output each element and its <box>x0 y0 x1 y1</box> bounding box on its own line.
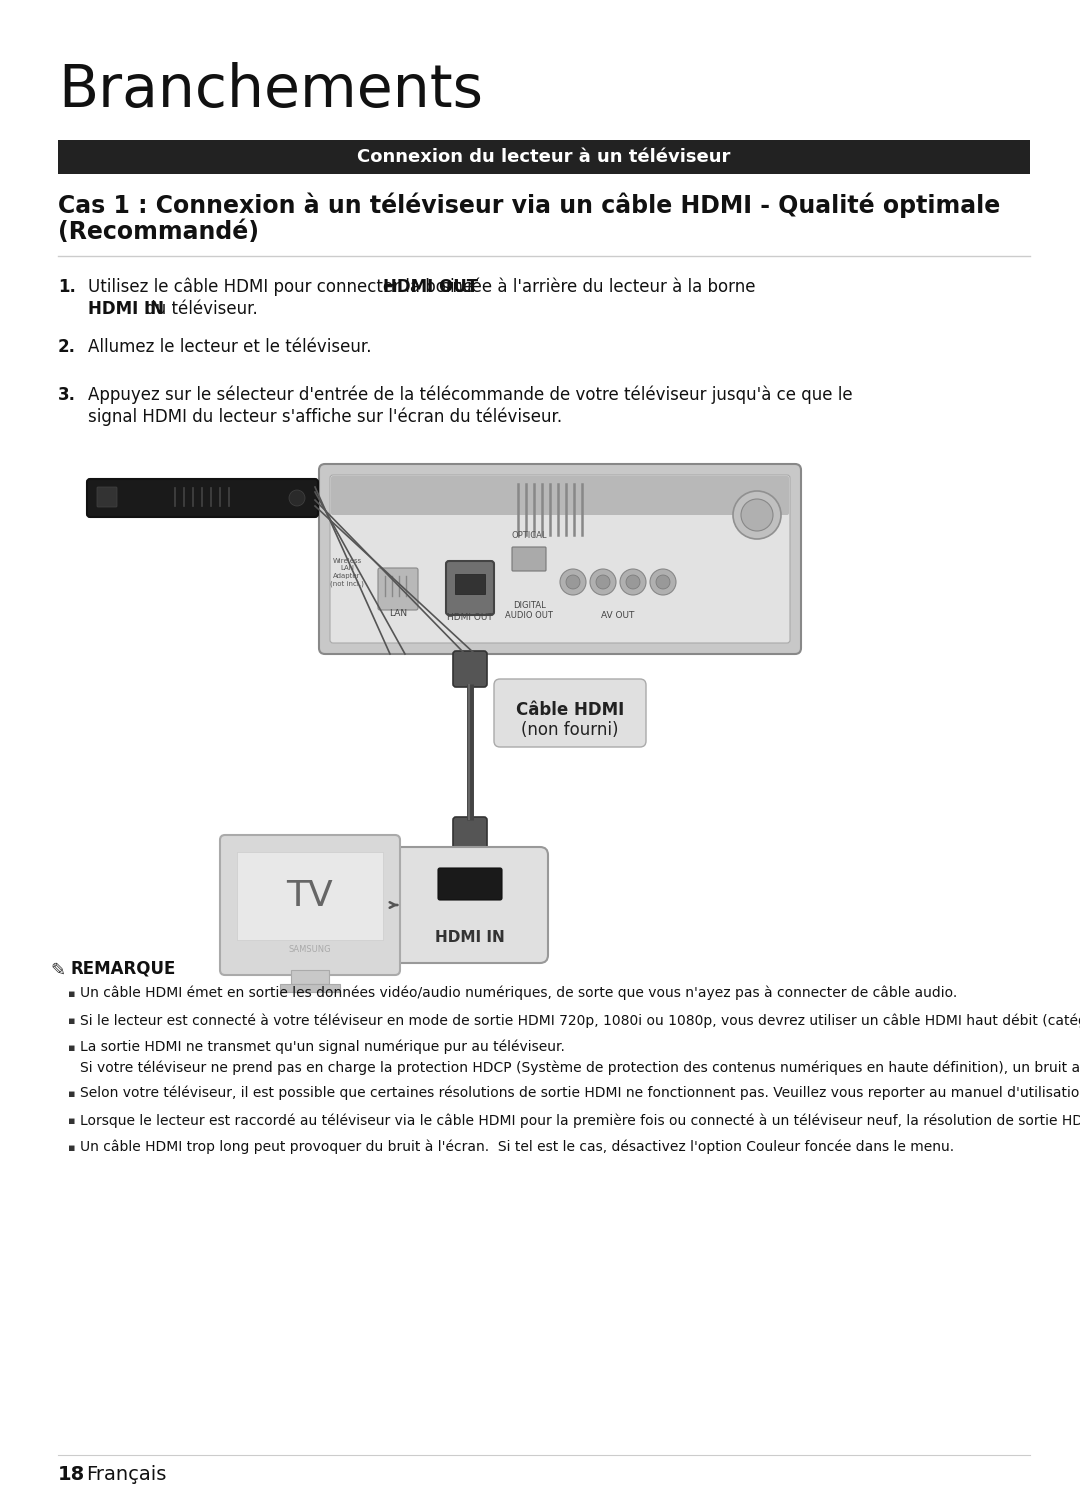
Text: Selon votre téléviseur, il est possible que certaines résolutions de sortie HDMI: Selon votre téléviseur, il est possible … <box>80 1085 1080 1100</box>
Bar <box>291 971 329 984</box>
Text: Branchements: Branchements <box>58 63 483 119</box>
Circle shape <box>590 570 616 595</box>
FancyBboxPatch shape <box>330 476 789 514</box>
Circle shape <box>741 499 773 531</box>
Text: ▪: ▪ <box>68 989 76 999</box>
Text: située à l'arrière du lecteur à la borne: située à l'arrière du lecteur à la borne <box>436 277 756 297</box>
FancyBboxPatch shape <box>319 464 801 655</box>
Text: LAN: LAN <box>389 608 407 617</box>
Text: Un câble HDMI émet en sortie les données vidéo/audio numériques, de sorte que vo: Un câble HDMI émet en sortie les données… <box>80 986 957 1000</box>
FancyBboxPatch shape <box>97 488 117 507</box>
Text: Lorsque le lecteur est raccordé au téléviseur via le câble HDMI pour la première: Lorsque le lecteur est raccordé au télév… <box>80 1112 1080 1127</box>
FancyBboxPatch shape <box>453 652 487 687</box>
FancyBboxPatch shape <box>58 140 1030 174</box>
Text: DIGITAL
AUDIO OUT: DIGITAL AUDIO OUT <box>505 601 553 620</box>
Text: Un câble HDMI trop long peut provoquer du bruit à l'écran.  Si tel est le cas, d: Un câble HDMI trop long peut provoquer d… <box>80 1141 954 1154</box>
Text: HDMI OUT: HDMI OUT <box>447 613 492 622</box>
Text: Appuyez sur le sélecteur d'entrée de la télécommande de votre téléviseur jusqu'à: Appuyez sur le sélecteur d'entrée de la … <box>87 386 852 404</box>
FancyBboxPatch shape <box>446 561 494 614</box>
FancyBboxPatch shape <box>237 851 383 939</box>
Text: La sortie HDMI ne transmet qu'un signal numérique pur au téléviseur.
Si votre té: La sortie HDMI ne transmet qu'un signal … <box>80 1041 1080 1075</box>
Text: Wireless
LAN
Adapter
(not incl.): Wireless LAN Adapter (not incl.) <box>330 558 364 587</box>
Text: (Recommandé): (Recommandé) <box>58 221 259 245</box>
Circle shape <box>733 491 781 540</box>
FancyBboxPatch shape <box>438 868 502 901</box>
FancyBboxPatch shape <box>453 817 487 853</box>
FancyBboxPatch shape <box>512 547 546 571</box>
Text: TV: TV <box>286 880 334 912</box>
FancyBboxPatch shape <box>330 476 789 643</box>
Circle shape <box>650 570 676 595</box>
Text: 18: 18 <box>58 1466 85 1484</box>
Text: ▪: ▪ <box>68 1044 76 1053</box>
Text: 3.: 3. <box>58 386 76 404</box>
Text: Allumez le lecteur et le téléviseur.: Allumez le lecteur et le téléviseur. <box>87 338 372 356</box>
Text: Connexion du lecteur à un téléviseur: Connexion du lecteur à un téléviseur <box>357 148 731 166</box>
Text: du téléviseur.: du téléviseur. <box>140 300 258 318</box>
Circle shape <box>596 576 610 589</box>
Text: ✎: ✎ <box>50 962 65 980</box>
Circle shape <box>626 576 640 589</box>
Circle shape <box>620 570 646 595</box>
Text: Français: Français <box>86 1466 166 1484</box>
Text: 2.: 2. <box>58 338 76 356</box>
FancyBboxPatch shape <box>378 568 418 610</box>
Bar <box>280 984 340 992</box>
Text: SAMSUNG: SAMSUNG <box>288 945 332 954</box>
Text: HDMI IN: HDMI IN <box>87 300 164 318</box>
FancyBboxPatch shape <box>220 835 400 975</box>
Text: ▪: ▪ <box>68 1088 76 1099</box>
Text: 1.: 1. <box>58 277 76 297</box>
Text: ▪: ▪ <box>68 1144 76 1153</box>
Text: ▪: ▪ <box>68 1115 76 1126</box>
Text: HDMI OUT: HDMI OUT <box>383 277 478 297</box>
Text: signal HDMI du lecteur s'affiche sur l'écran du téléviseur.: signal HDMI du lecteur s'affiche sur l'é… <box>87 409 562 426</box>
Circle shape <box>566 576 580 589</box>
Text: Si le lecteur est connecté à votre téléviseur en mode de sortie HDMI 720p, 1080i: Si le lecteur est connecté à votre télév… <box>80 1012 1080 1027</box>
FancyBboxPatch shape <box>87 479 318 517</box>
Circle shape <box>289 491 305 505</box>
Text: Câble HDMI: Câble HDMI <box>516 701 624 719</box>
FancyBboxPatch shape <box>392 847 548 963</box>
Text: Cas 1 : Connexion à un téléviseur via un câble HDMI - Qualité optimale: Cas 1 : Connexion à un téléviseur via un… <box>58 192 1000 218</box>
FancyBboxPatch shape <box>494 678 646 747</box>
Text: (non fourni): (non fourni) <box>522 722 619 740</box>
Text: AV OUT: AV OUT <box>602 611 635 620</box>
Text: ▪: ▪ <box>68 1015 76 1026</box>
FancyBboxPatch shape <box>455 574 485 593</box>
Text: HDMI IN: HDMI IN <box>435 929 504 944</box>
Text: OPTICAL: OPTICAL <box>511 531 546 540</box>
Circle shape <box>656 576 670 589</box>
Text: Utilisez le câble HDMI pour connecter la borne: Utilisez le câble HDMI pour connecter la… <box>87 277 478 297</box>
Circle shape <box>561 570 586 595</box>
Text: REMARQUE: REMARQUE <box>70 960 175 978</box>
